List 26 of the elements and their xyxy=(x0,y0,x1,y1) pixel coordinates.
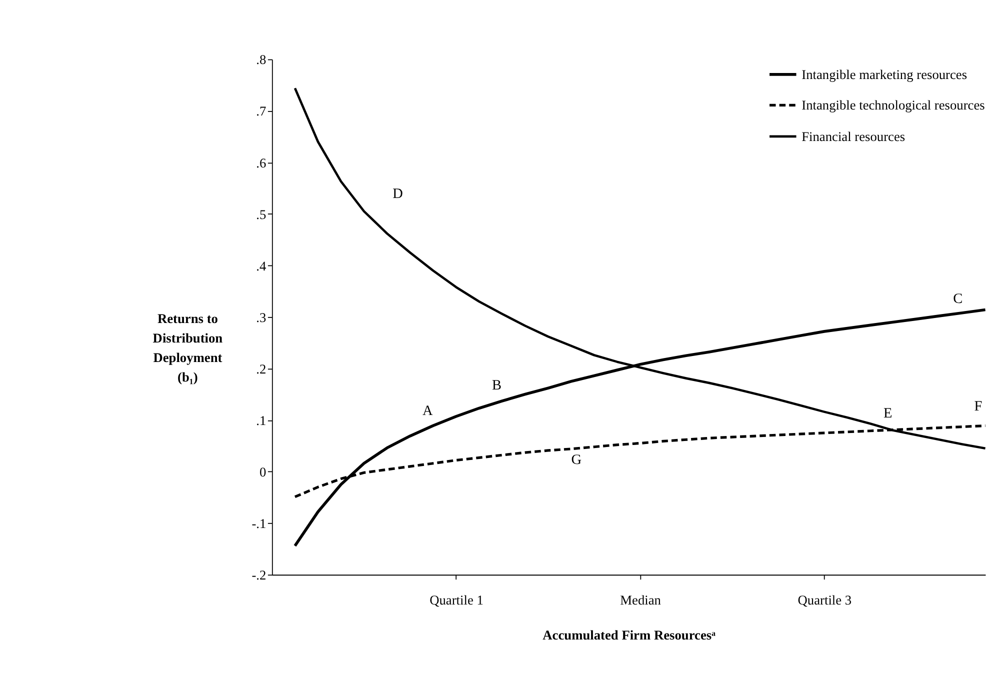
y-tick-label: .6 xyxy=(256,155,266,170)
x-tick-label: Quartile 1 xyxy=(430,592,484,608)
x-axis-title: Accumulated Firm Resourcesᵃ xyxy=(542,627,716,642)
annotation: D xyxy=(392,186,403,202)
annotation: E xyxy=(884,405,892,422)
legend-label: Financial resources xyxy=(802,128,906,144)
annotation: F xyxy=(974,398,982,415)
y-tick-label: .7 xyxy=(256,104,266,119)
annotation: C xyxy=(953,291,963,308)
y-tick-label: .1 xyxy=(256,412,266,428)
y-tick-label: .8 xyxy=(256,52,266,68)
y-tick-label: 0 xyxy=(259,464,266,480)
annotation: B xyxy=(492,377,502,394)
y-axis-title: Returns to Distribution Deployment (b₁) xyxy=(152,310,224,385)
legend-label: Intangible marketing resources xyxy=(802,66,968,82)
y-tick-label: .4 xyxy=(256,258,266,274)
y-tick-label: -.2 xyxy=(252,568,266,583)
x-tick-label: Median xyxy=(620,592,662,608)
annotation: A xyxy=(422,403,434,420)
y-tick-label: .5 xyxy=(256,206,266,222)
y-tick-label: .3 xyxy=(256,310,266,325)
annotation: G xyxy=(571,452,582,468)
x-tick-label: Quartile 3 xyxy=(798,592,852,608)
legend-label: Intangible technological resources xyxy=(802,98,985,113)
y-tick-label: -.1 xyxy=(252,516,266,532)
y-tick-label: .2 xyxy=(256,361,266,376)
